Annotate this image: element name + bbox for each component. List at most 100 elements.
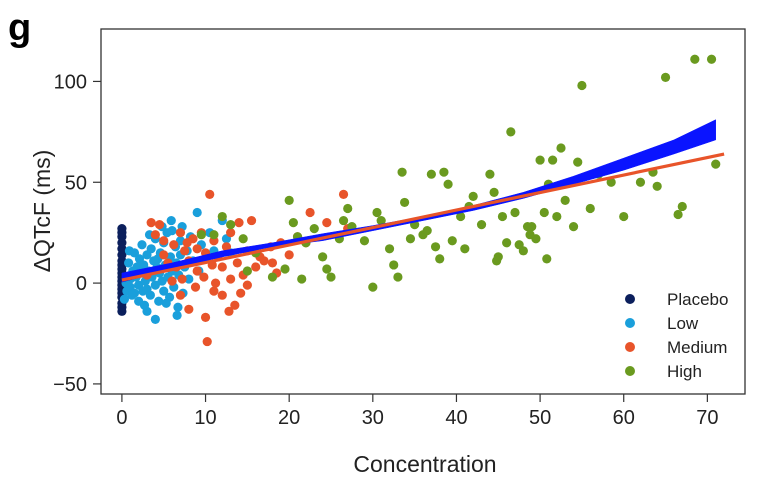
x-tick-label: 20 [278,407,300,429]
point-medium [224,306,234,316]
y-axis-title: ΔQTcF (ms) [29,150,55,273]
point-high [497,211,508,222]
y-tick-label: −50 [53,374,87,396]
point-low [139,300,150,310]
point-low [150,280,160,290]
point-high [280,264,290,274]
nonlinear-fit-band [121,119,716,283]
point-low [124,246,135,256]
point-high [552,211,562,222]
point-medium [177,274,187,284]
point-high [677,201,687,212]
point-high [577,80,587,91]
point-high [430,242,441,252]
point-high [711,159,721,169]
point-high [238,234,248,244]
point-low [146,244,156,254]
point-high [548,155,558,165]
point-high [568,222,579,232]
x-tick-label: 30 [362,407,384,429]
y-axis: −50 0 50 100 [53,71,101,396]
point-medium [188,234,198,244]
point-high [343,203,353,214]
point-high [527,222,537,232]
x-axis: 0 10 20 30 40 50 60 70 [116,394,718,429]
point-high [652,181,662,191]
plot-frame [100,28,746,395]
x-tick-label: 70 [696,407,718,429]
linear-fit-line [121,152,725,282]
point-medium [221,242,232,252]
point-medium [190,282,201,292]
point-low [173,302,183,312]
point-medium [159,250,169,260]
point-medium [226,228,236,238]
point-high [573,157,583,167]
point-high [690,54,700,64]
point-high [492,256,502,266]
point-low [166,215,176,226]
y-tick-label: 50 [65,172,87,194]
point-high [635,177,646,187]
point-high [384,244,395,254]
x-tick-label: 50 [529,407,551,429]
y-tick-label: 0 [76,273,87,295]
point-low [137,240,147,250]
point-medium [284,250,294,260]
x-axis-title: Concentration [353,451,496,477]
point-high [297,274,307,284]
point-high [502,238,512,248]
point-high [368,282,378,292]
point-high [426,169,436,179]
panel-letter: g [8,7,31,49]
point-high [556,143,566,153]
x-tick-label: 0 [116,407,127,429]
point-high [209,230,219,240]
point-medium [192,266,202,276]
point-high [485,169,495,179]
point-medium [167,276,177,286]
point-high [660,72,671,82]
point-high [506,127,516,137]
point-medium [175,290,186,300]
point-medium [192,244,202,254]
y-tick-label: 100 [54,71,87,93]
point-high [585,203,595,214]
point-medium [180,246,190,256]
point-medium [322,217,332,228]
point-high [673,209,683,220]
point-low [127,290,137,300]
point-high [376,215,386,226]
point-high [326,272,336,282]
point-high [535,155,545,165]
legend-marker-high [625,366,635,376]
point-high [619,211,629,222]
point-medium [217,262,227,272]
legend-label-low: Low [667,314,699,333]
point-low [161,298,171,308]
point-high [476,220,487,230]
point-high [606,177,616,187]
point-high [397,167,407,177]
point-medium [236,288,246,298]
point-medium [226,274,236,284]
point-medium [199,272,209,282]
point-medium [200,312,211,322]
legend-label-placebo: Placebo [667,290,728,309]
point-placebo [117,224,127,234]
point-high [542,254,552,264]
point-high [706,54,717,64]
point-medium [169,240,179,250]
point-high [288,217,298,228]
point-medium [209,286,219,296]
point-low [150,314,160,324]
point-high [510,207,520,218]
point-high [443,179,453,189]
point-low [192,207,202,218]
point-medium [159,236,169,246]
x-tick-label: 40 [445,407,467,429]
point-high [318,252,328,262]
point-medium [246,215,257,226]
point-high [405,234,416,244]
